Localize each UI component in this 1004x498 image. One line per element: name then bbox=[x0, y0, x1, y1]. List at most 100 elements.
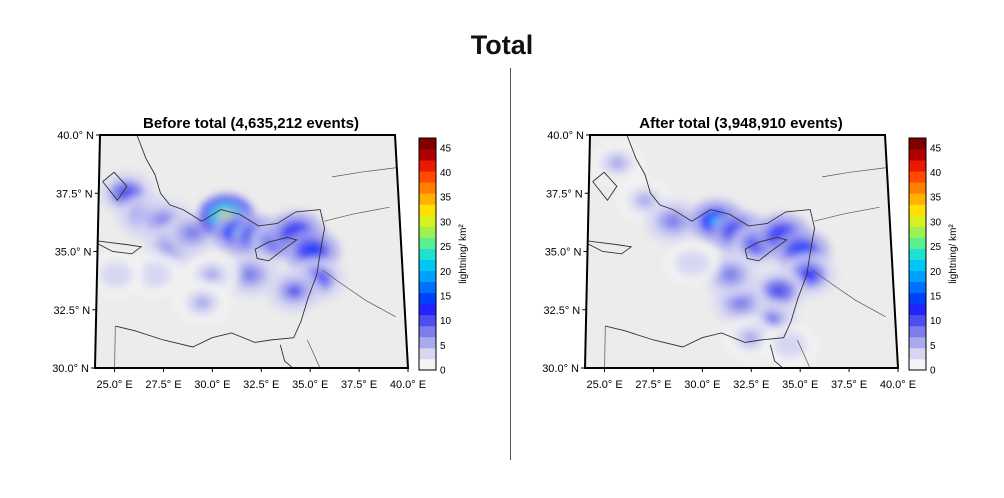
hotspot-core bbox=[609, 156, 626, 169]
colorbar-label: lightning/ km² bbox=[948, 224, 959, 284]
colorbar-tick-label: 45 bbox=[440, 143, 452, 154]
colorbar-segment bbox=[419, 281, 436, 294]
colorbar-segment bbox=[909, 149, 926, 161]
colorbar-segment bbox=[419, 138, 436, 150]
x-tick-label: 27.5° E bbox=[145, 379, 181, 391]
y-tick-label: 30.0° N bbox=[542, 363, 579, 375]
colorbar-segment bbox=[419, 336, 436, 349]
y-tick-label: 32.5° N bbox=[543, 305, 580, 317]
coastline bbox=[769, 344, 797, 368]
coastline bbox=[95, 239, 143, 255]
y-tick-label: 32.5° N bbox=[53, 305, 90, 317]
colorbar-tick-label: 10 bbox=[440, 316, 452, 327]
colorbar-segment bbox=[419, 215, 436, 227]
colorbar-tick-label: 5 bbox=[930, 341, 936, 352]
colorbar-segment bbox=[909, 325, 926, 338]
y-tick-label: 35.0° N bbox=[545, 247, 582, 259]
hotspot-core bbox=[722, 268, 739, 281]
border-line bbox=[307, 339, 321, 368]
border-line bbox=[324, 206, 390, 222]
coastline bbox=[744, 237, 788, 262]
coastline bbox=[279, 344, 307, 368]
panel-title: After total (3,948,910 events) bbox=[639, 115, 842, 132]
y-tick-label: 35.0° N bbox=[55, 247, 92, 259]
colorbar-tick-label: 25 bbox=[930, 242, 942, 253]
colorbar-segment bbox=[909, 204, 926, 216]
hotspot-core bbox=[636, 194, 653, 207]
colorbar-tick-label: 30 bbox=[440, 217, 452, 228]
colorbar-segment bbox=[909, 270, 926, 283]
colorbar-tick-label: 15 bbox=[930, 291, 942, 302]
colorbar-tick-label: 15 bbox=[440, 291, 452, 302]
colorbar-tick-label: 45 bbox=[930, 143, 942, 154]
hotspot-core bbox=[684, 257, 701, 270]
y-tick-label: 40.0° N bbox=[57, 130, 94, 142]
y-tick-label: 30.0° N bbox=[52, 363, 89, 375]
x-tick-label: 25.0° E bbox=[96, 379, 132, 391]
x-tick-label: 27.5° E bbox=[635, 379, 671, 391]
colorbar-segment bbox=[909, 182, 926, 194]
colorbar-segment bbox=[909, 303, 926, 316]
x-tick-label: 37.5° E bbox=[831, 379, 867, 391]
colorbar-segment bbox=[419, 226, 436, 238]
panel-title: Before total (4,635,212 events) bbox=[143, 115, 359, 132]
colorbar-segment bbox=[419, 292, 436, 305]
colorbar-segment bbox=[909, 259, 926, 271]
x-tick-label: 25.0° E bbox=[586, 379, 622, 391]
colorbar-segment bbox=[419, 347, 436, 360]
border-line bbox=[822, 167, 887, 178]
border-line bbox=[322, 269, 396, 318]
border-line bbox=[114, 326, 116, 368]
colorbar-segment bbox=[909, 248, 926, 260]
colorbar-tick-label: 40 bbox=[440, 168, 452, 179]
x-tick-label: 32.5° E bbox=[733, 379, 769, 391]
colorbar-tick-label: 35 bbox=[440, 193, 452, 204]
colorbar-segment bbox=[419, 314, 436, 327]
colorbar-segment bbox=[909, 160, 926, 172]
coastline bbox=[115, 135, 326, 348]
coastline bbox=[102, 171, 128, 201]
coastline bbox=[585, 239, 633, 255]
colorbar-tick-label: 0 bbox=[930, 366, 936, 377]
colorbar-segment bbox=[419, 270, 436, 283]
x-tick-label: 37.5° E bbox=[341, 379, 377, 391]
hotspot-core bbox=[118, 187, 135, 200]
coastlines bbox=[95, 135, 397, 368]
colorbar-segment bbox=[909, 226, 926, 238]
border-line bbox=[812, 269, 886, 318]
colorbar-segment bbox=[909, 347, 926, 360]
colorbar-segment bbox=[419, 303, 436, 316]
x-tick-label: 40.0° E bbox=[880, 379, 916, 391]
x-tick-label: 30.0° E bbox=[194, 379, 230, 391]
x-tick-label: 35.0° E bbox=[782, 379, 818, 391]
coastline bbox=[605, 135, 816, 348]
border-line bbox=[797, 339, 811, 368]
colorbar-tick-label: 0 bbox=[440, 366, 446, 377]
heatmap-layer bbox=[589, 140, 837, 367]
colorbar-segment bbox=[419, 193, 436, 205]
colorbar-segment bbox=[909, 193, 926, 205]
colorbar-tick-label: 5 bbox=[440, 341, 446, 352]
hotspot-core bbox=[770, 285, 787, 298]
colorbar-segment bbox=[909, 281, 926, 294]
hotspot-core bbox=[203, 268, 220, 281]
y-tick-label: 37.5° N bbox=[56, 188, 93, 200]
colorbar-tick-label: 10 bbox=[930, 316, 942, 327]
colorbar-segment bbox=[909, 336, 926, 349]
colorbar-segment bbox=[419, 160, 436, 172]
colorbar-segment bbox=[909, 358, 926, 371]
coastline bbox=[254, 237, 298, 262]
colorbar-segment bbox=[909, 292, 926, 305]
colorbar-frame bbox=[418, 137, 437, 371]
colorbar-segment bbox=[419, 204, 436, 216]
colorbar-tick-label: 20 bbox=[440, 267, 452, 278]
x-tick-label: 40.0° E bbox=[390, 379, 426, 391]
colorbar-segment bbox=[909, 138, 926, 150]
colorbar-segment bbox=[419, 171, 436, 183]
colorbar-segment bbox=[419, 259, 436, 271]
colorbar-tick-label: 35 bbox=[930, 193, 942, 204]
colorbar-segment bbox=[419, 325, 436, 338]
colorbar-segment bbox=[419, 149, 436, 161]
colorbar-tick-label: 25 bbox=[440, 242, 452, 253]
border-line bbox=[814, 206, 880, 222]
